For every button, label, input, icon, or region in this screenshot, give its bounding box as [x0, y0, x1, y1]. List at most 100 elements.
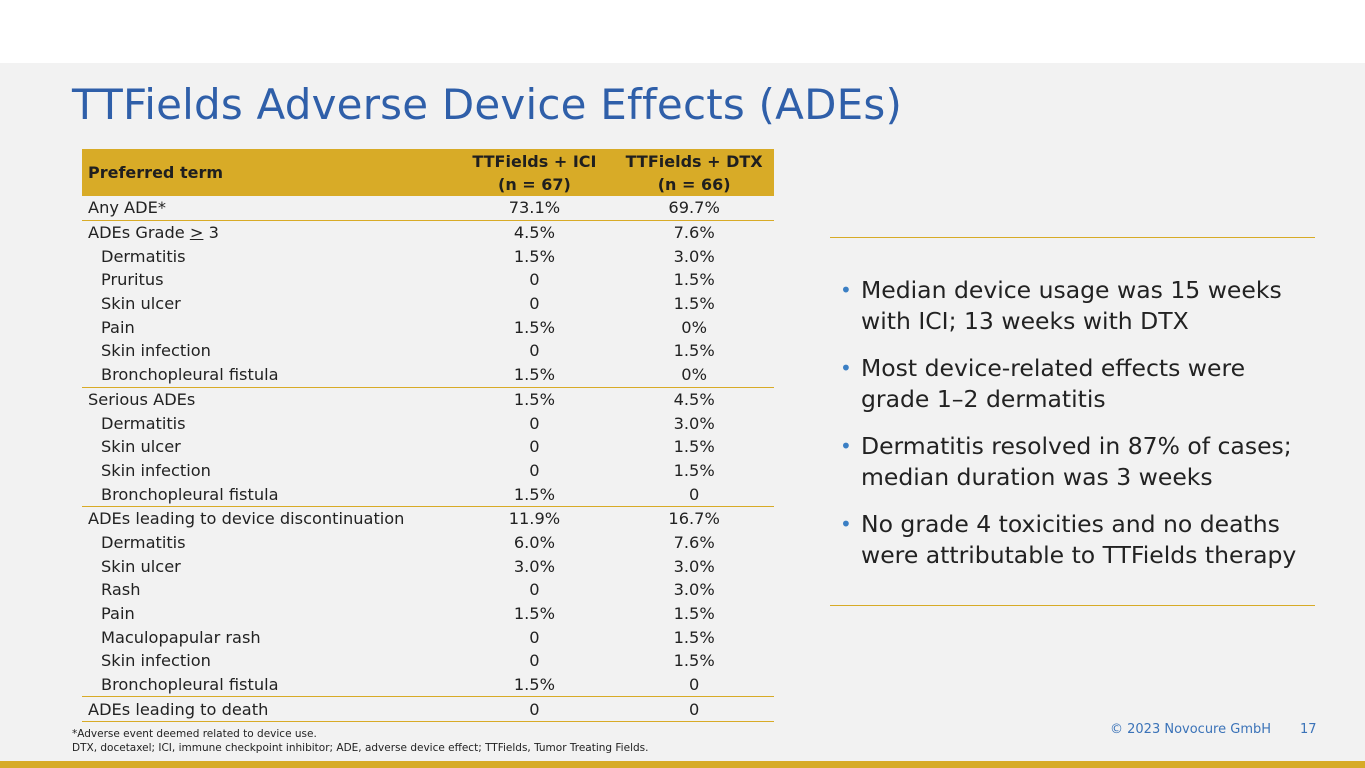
row-dtx-value: 1.5%	[673, 294, 715, 314]
row-ici-value: 1.5%	[513, 604, 555, 624]
table-row: Bronchopleural fistula 1.5% 0	[82, 672, 774, 698]
row-term: Serious ADEs	[88, 389, 196, 409]
table-row: Dermatitis 1.5% 3.0%	[82, 244, 774, 268]
row-ici-value: 0	[529, 270, 540, 290]
row-ici-value: 0	[529, 413, 540, 433]
table-row: Skin ulcer 3.0% 3.0%	[82, 554, 774, 578]
row-dtx-value: 1.5%	[673, 437, 715, 457]
bullet-dot-icon: •	[840, 356, 852, 380]
row-ici-value: 0	[529, 294, 540, 314]
row-term: ADEs Grade > 3	[82, 220, 455, 244]
row-dtx-value: 1.5%	[673, 604, 715, 624]
row-term: Bronchopleural fistula	[82, 482, 455, 507]
row-ici-value: 0	[529, 460, 540, 480]
key-findings-panel: • Median device usage was 15 weeks with I…	[830, 237, 1315, 606]
top-band	[0, 0, 1365, 63]
row-dtx-value: 7.6%	[673, 532, 715, 552]
header-dtx-name: TTFields + DTX	[625, 151, 763, 171]
row-dtx-value: 1.5%	[673, 627, 715, 647]
table-row: Skin infection 0 1.5%	[82, 459, 774, 483]
row-term: Dermatitis	[101, 246, 186, 266]
table-row: Skin infection 0 1.5%	[82, 339, 774, 363]
row-term: Bronchopleural fistula	[82, 362, 455, 388]
row-dtx-value: 0	[614, 696, 774, 723]
row-dtx-value: 1.5%	[673, 341, 715, 361]
row-ici-value: 1.5%	[454, 362, 615, 388]
row-term: Pain	[101, 317, 135, 337]
header-ici-n: (n = 67)	[498, 174, 571, 194]
header-ttfields-dtx: TTFields + DTX (n = 66)	[614, 149, 774, 196]
footnote-abbreviations: DTX, docetaxel; ICI, immune checkpoint i…	[72, 742, 649, 754]
row-ici-value: 1.5%	[454, 482, 615, 507]
row-ici-value: 1.5%	[513, 246, 555, 266]
row-ici-value: 0	[454, 696, 615, 723]
header-preferred-term: Preferred term	[82, 149, 455, 196]
table-row: Bronchopleural fistula 1.5% 0	[82, 482, 774, 507]
page-number: 17	[1300, 722, 1317, 737]
row-term: Skin infection	[101, 460, 211, 480]
row-dtx-value: 7.6%	[673, 223, 715, 243]
row-ici-value: 73.1%	[454, 196, 615, 221]
row-ici-value: 4.5%	[513, 223, 555, 243]
table-row: Skin ulcer 0 1.5%	[82, 292, 774, 316]
header-ttfields-ici: TTFields + ICI (n = 67)	[454, 149, 615, 196]
row-term: Rash	[101, 580, 141, 600]
header-ici-name: TTFields + ICI	[472, 151, 597, 171]
bullet-text: No grade 4 toxicities and no deaths were…	[861, 510, 1297, 569]
list-item: • Most device-related effects were grade …	[840, 353, 1310, 415]
slide-title: TTFields Adverse Device Effects (ADEs)	[72, 80, 903, 129]
table-row: Serious ADEs 1.5% 4.5%	[82, 387, 774, 411]
row-term: ADEs leading to device discontinuation	[88, 509, 405, 529]
row-term: Skin ulcer	[101, 437, 181, 457]
row-term: Pain	[101, 604, 135, 624]
row-dtx-value: 4.5%	[673, 389, 715, 409]
table-row: Pain 1.5% 0%	[82, 315, 774, 339]
term-suffix: 3	[203, 223, 219, 243]
table-row: Dermatitis 6.0% 7.6%	[82, 531, 774, 555]
table-row: ADEs Grade > 3 4.5% 7.6%	[82, 220, 774, 244]
row-dtx-value: 0%	[681, 317, 707, 337]
row-dtx-value: 3.0%	[673, 246, 715, 266]
row-ici-value: 1.5%	[513, 317, 555, 337]
copyright-notice: © 2023 Novocure GmbH	[1110, 722, 1272, 737]
header-dtx-n: (n = 66)	[657, 174, 731, 194]
bullet-text: Median device usage was 15 weeks with IC…	[861, 276, 1282, 335]
row-ici-value: 6.0%	[513, 532, 555, 552]
table-row: Pruritus 0 1.5%	[82, 268, 774, 292]
table-row: Pain 1.5% 1.5%	[82, 602, 774, 626]
ade-table: Preferred term TTFields + ICI (n = 67) T…	[82, 149, 774, 723]
row-dtx-value: 0%	[614, 362, 774, 388]
row-term: Bronchopleural fistula	[82, 672, 455, 698]
bullet-text: Dermatitis resolved in 87% of cases; med…	[861, 432, 1292, 491]
row-ici-value: 11.9%	[508, 509, 561, 529]
term-prefix: ADEs Grade	[88, 223, 190, 243]
list-item: • No grade 4 toxicities and no deaths wer…	[840, 509, 1310, 571]
row-term: Maculopapular rash	[101, 627, 261, 647]
key-findings-list: • Median device usage was 15 weeks with I…	[840, 275, 1310, 587]
table-row: Rash 0 3.0%	[82, 578, 774, 602]
row-term: Pruritus	[101, 270, 164, 290]
row-term: Dermatitis	[101, 413, 186, 433]
row-ici-value: 0	[529, 580, 540, 600]
table-row: Skin infection 0 1.5%	[82, 649, 774, 673]
row-ici-value: 0	[529, 341, 540, 361]
table-row: ADEs leading to death 0 0	[82, 696, 774, 723]
row-term: Skin infection	[101, 341, 211, 361]
row-term: Skin infection	[101, 651, 211, 671]
row-ici-value: 1.5%	[454, 672, 615, 698]
row-ici-value: 0	[529, 437, 540, 457]
row-dtx-value: 1.5%	[673, 270, 715, 290]
row-dtx-value: 1.5%	[673, 651, 715, 671]
row-dtx-value: 0	[614, 672, 774, 698]
table-row: Any ADE* 73.1% 69.7%	[82, 196, 774, 221]
footnote-asterisk: *Adverse event deemed related to device …	[72, 728, 317, 740]
row-dtx-value: 3.0%	[673, 556, 715, 576]
row-dtx-value: 1.5%	[673, 460, 715, 480]
footnotes: *Adverse event deemed related to device …	[72, 727, 648, 755]
row-ici-value: 0	[529, 627, 540, 647]
row-term: Skin ulcer	[101, 556, 181, 576]
table-header-row: Preferred term TTFields + ICI (n = 67) T…	[82, 149, 774, 196]
bullet-dot-icon: •	[840, 512, 852, 536]
bullet-dot-icon: •	[840, 278, 852, 302]
row-term: Any ADE*	[82, 196, 455, 221]
